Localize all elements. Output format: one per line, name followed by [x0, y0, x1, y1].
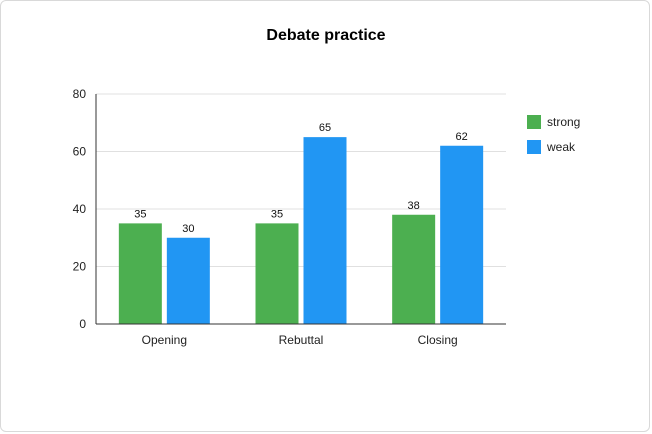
y-tick-label: 0	[79, 317, 86, 331]
y-tick-label: 80	[73, 87, 87, 101]
chart-title: Debate practice	[266, 27, 385, 44]
x-tick-label: Closing	[418, 333, 458, 347]
data-label: 35	[134, 208, 146, 220]
legend-label-strong: strong	[547, 115, 580, 129]
data-label: 62	[456, 131, 468, 143]
bar-weak-opening	[166, 237, 210, 324]
y-tick-label: 40	[73, 202, 87, 216]
bar-weak-closing	[440, 145, 484, 324]
data-label: 38	[408, 200, 420, 212]
data-label: 65	[319, 122, 331, 134]
data-label: 30	[182, 223, 194, 235]
legend: strong weak	[527, 115, 580, 154]
bar-strong-opening	[118, 223, 162, 324]
axes	[95, 94, 506, 325]
x-axis-ticks: Opening Rebuttal Closing	[142, 333, 458, 347]
legend-swatch-weak	[527, 140, 541, 154]
x-tick-label: Rebuttal	[279, 333, 324, 347]
bar-strong-rebuttal	[255, 223, 299, 324]
x-tick-label: Opening	[142, 333, 187, 347]
gridlines	[96, 93, 506, 267]
y-axis-ticks: 0 20 40 60 80	[73, 87, 87, 331]
bars: 35 30 35 65 38 62	[118, 122, 484, 324]
y-tick-label: 60	[73, 145, 87, 159]
data-label: 35	[271, 208, 283, 220]
bar-strong-closing	[392, 214, 436, 324]
bar-weak-rebuttal	[303, 137, 347, 324]
legend-label-weak: weak	[546, 140, 576, 154]
legend-swatch-strong	[527, 115, 541, 129]
y-tick-label: 20	[73, 260, 87, 274]
